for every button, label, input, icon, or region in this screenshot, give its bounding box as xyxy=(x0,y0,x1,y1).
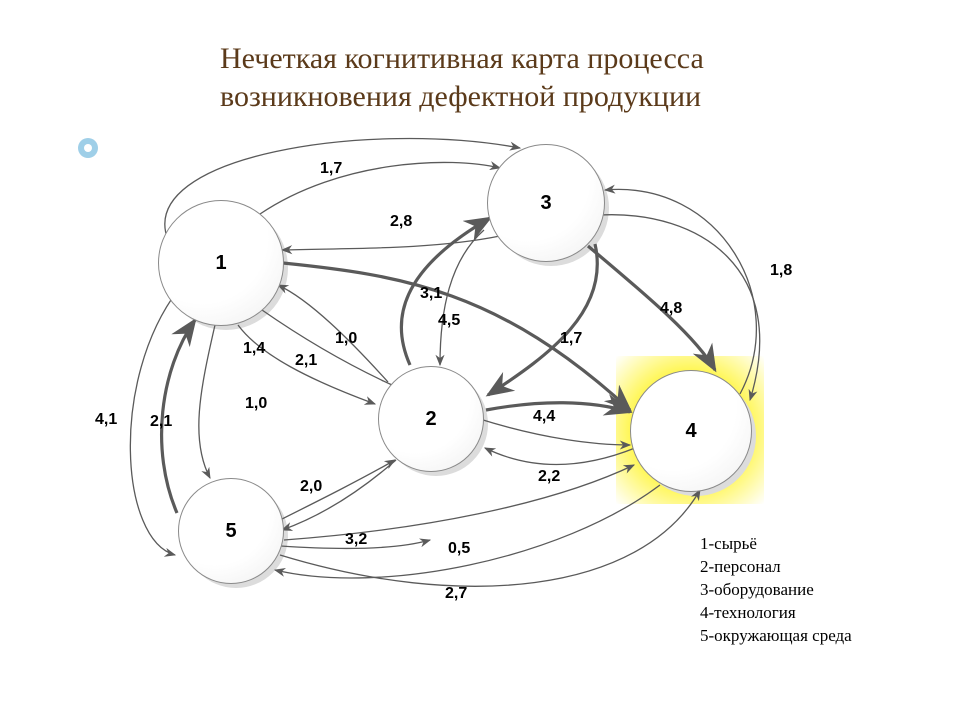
edge xyxy=(260,162,500,214)
edge xyxy=(588,246,715,370)
edge-weight-label: 2,0 xyxy=(300,478,322,496)
edge xyxy=(275,485,660,578)
node-2: 2 xyxy=(378,366,484,472)
node-3-label: 3 xyxy=(540,192,551,215)
edge-weight-label: 4,1 xyxy=(95,411,117,429)
edge xyxy=(280,490,700,586)
node-2-label: 2 xyxy=(425,408,436,431)
edge xyxy=(199,325,215,478)
edge xyxy=(485,448,635,465)
node-4-label: 4 xyxy=(685,420,696,443)
legend-item: 1-сырьё xyxy=(700,533,852,556)
edge xyxy=(284,465,634,540)
node-5: 5 xyxy=(178,478,284,584)
edge-weight-label: 3,1 xyxy=(420,285,442,303)
node-4: 4 xyxy=(630,370,752,492)
edge-weight-label: 1,7 xyxy=(560,330,582,348)
edge xyxy=(401,218,490,365)
slide-bullet-inner xyxy=(84,144,92,152)
edge xyxy=(488,244,597,395)
edge-weight-label: 2,1 xyxy=(295,352,317,370)
legend-item: 4-технология xyxy=(700,602,852,625)
node-1: 1 xyxy=(158,200,284,326)
edge-weight-label: 4,8 xyxy=(660,300,682,318)
edge-weight-label: 1,7 xyxy=(320,160,342,178)
node-3: 3 xyxy=(487,144,605,262)
edge-weight-label: 1,0 xyxy=(335,330,357,348)
edge xyxy=(486,403,630,412)
edge xyxy=(280,460,395,520)
edge-weight-label: 0,5 xyxy=(448,540,470,558)
edge-weight-label: 2,7 xyxy=(445,585,467,603)
node-5-label: 5 xyxy=(225,520,236,543)
edge-weight-label: 3,2 xyxy=(345,531,367,549)
diagram-stage: Нечеткая когнитивная карта процесса возн… xyxy=(0,0,960,720)
legend-item: 3-оборудование xyxy=(700,579,852,602)
edge-weight-label: 1,4 xyxy=(243,340,265,358)
edge-weight-label: 1,8 xyxy=(770,262,792,280)
edge-weight-label: 2,8 xyxy=(390,213,412,231)
edge-weight-label: 4,4 xyxy=(533,408,555,426)
edge xyxy=(440,230,484,365)
edge-weight-label: 1,0 xyxy=(245,395,267,413)
diagram-title: Нечеткая когнитивная карта процесса возн… xyxy=(220,40,860,115)
edge xyxy=(282,236,500,250)
node-1-label: 1 xyxy=(215,252,226,275)
edge-weight-label: 4,5 xyxy=(438,312,460,330)
legend-item: 2-персонал xyxy=(700,556,852,579)
legend-item: 5-окружающая среда xyxy=(700,625,852,648)
edge-weight-label: 2,2 xyxy=(538,468,560,486)
legend: 1-сырьё2-персонал3-оборудование4-техноло… xyxy=(700,533,852,648)
edge-weight-label: 2,1 xyxy=(150,413,172,431)
